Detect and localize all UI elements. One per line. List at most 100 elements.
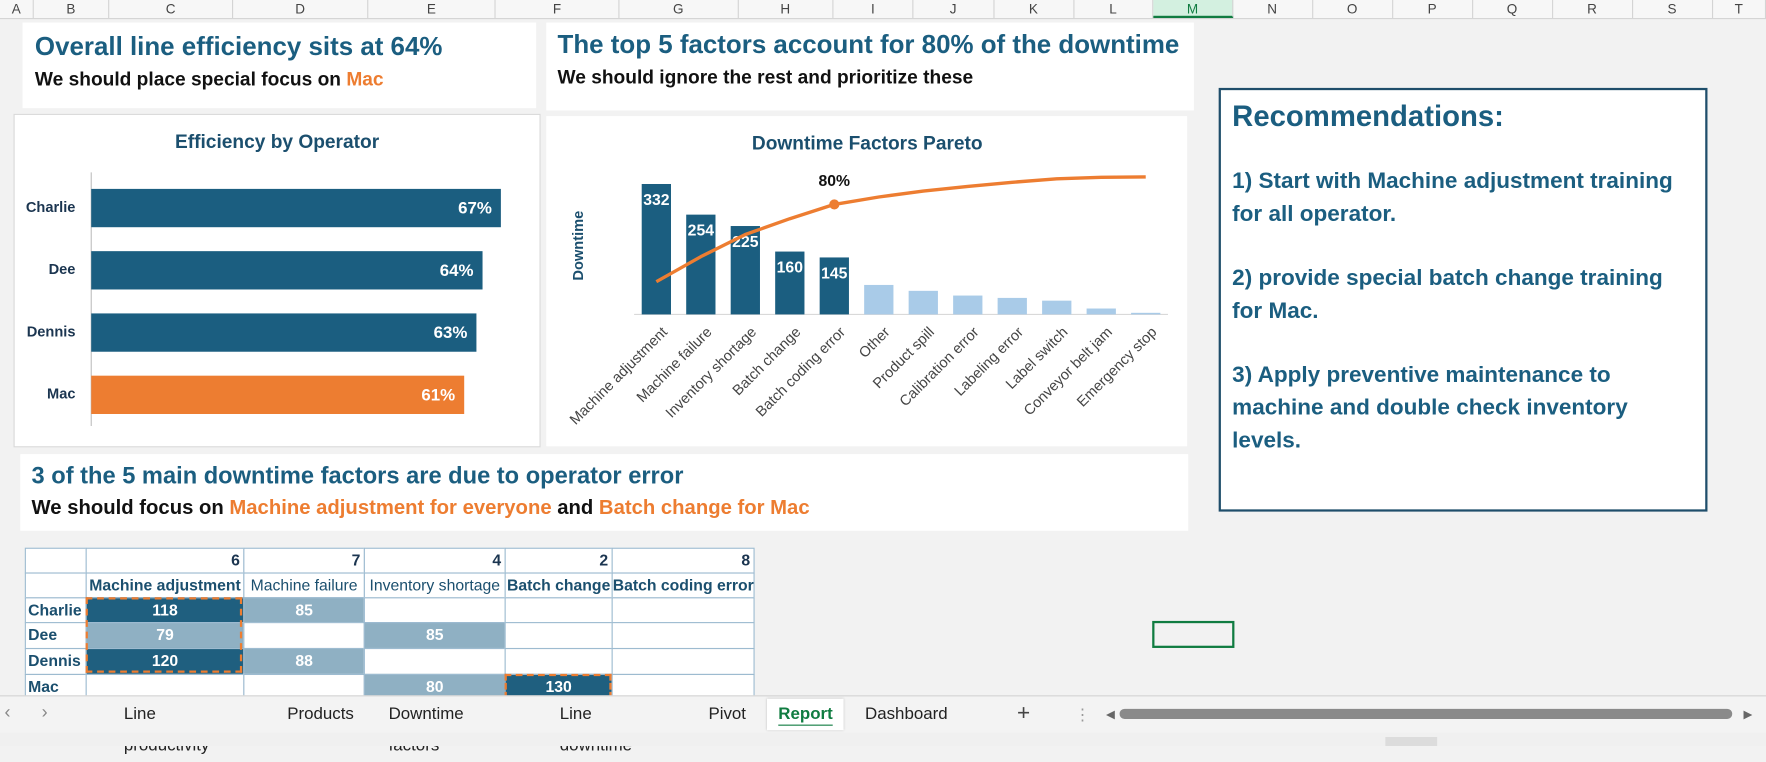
status-bar xyxy=(0,732,1766,747)
column-header: Batch coding error xyxy=(611,572,755,599)
add-sheet[interactable]: + xyxy=(1017,700,1031,726)
matrix-table: 6 7 4 2 8 Machine adjustment Machine failure In… xyxy=(0,0,755,698)
category-label: Calibration error xyxy=(897,324,983,410)
category-label: Emergency stop xyxy=(1074,324,1160,410)
value-label: 332 xyxy=(643,192,670,209)
bar xyxy=(1042,300,1072,315)
column-header: O xyxy=(1313,0,1393,19)
column-header: T xyxy=(1713,0,1766,19)
column-header: P xyxy=(1393,0,1473,19)
box-subtitle: We should focus on Machine adjustment fo… xyxy=(32,496,810,520)
recommendation-item: 2) provide special batch change training… xyxy=(1232,265,1663,324)
table-cell xyxy=(504,647,613,676)
view-normal[interactable] xyxy=(1385,736,1438,747)
scroll-right[interactable]: ▶ xyxy=(1743,708,1753,722)
column-header: N xyxy=(1233,0,1313,19)
box-title: Overall line efficiency sits at 64% xyxy=(34,31,443,61)
bar xyxy=(91,313,477,352)
subtitle-highlight: Machine adjustment for everyone xyxy=(229,495,552,519)
box-subtitle: We should place special focus on Mac xyxy=(35,69,384,92)
selected-cell[interactable] xyxy=(1152,620,1235,648)
column-header: R xyxy=(1553,0,1633,19)
pareto-chart: Downtime Factors Pareto Downtime 332Mach… xyxy=(546,116,1188,447)
column-header: M xyxy=(1153,0,1233,19)
text-box: Overall line efficiency sits at 64% We s… xyxy=(22,22,537,109)
recommendation-item: 1) Start with Machine adjustment trainin… xyxy=(1232,169,1673,227)
chart-title: Efficiency by Operator xyxy=(175,132,380,153)
scroll-left[interactable]: ◀ xyxy=(1106,708,1115,722)
sheet-tab[interactable]: Line downtime xyxy=(559,704,632,755)
column-header: A xyxy=(0,0,34,19)
y-axis-label: Downtime xyxy=(571,211,587,281)
subtitle-highlight: Batch change for Mac xyxy=(598,495,810,519)
recommendations: Recommendations: 1) Start with Machine a… xyxy=(1232,99,1696,489)
bar xyxy=(686,214,716,315)
category-label: Other xyxy=(856,324,893,361)
subtitle-highlight: Mac xyxy=(346,68,384,91)
cumulative-line xyxy=(655,175,1146,284)
box-subtitle: We should ignore the rest and prioritize… xyxy=(557,66,974,88)
table-cell: 80 xyxy=(363,673,506,698)
table-cell: 85 xyxy=(243,597,365,624)
bar xyxy=(908,290,938,315)
bar xyxy=(819,257,849,315)
horizontal-scrollbar[interactable] xyxy=(1119,708,1733,719)
row-header: Charlie xyxy=(24,597,87,624)
bar xyxy=(91,251,483,290)
bar xyxy=(953,295,983,315)
table-cell xyxy=(363,597,506,624)
value-label: 63% xyxy=(434,323,468,342)
column-header: Machine adjustment xyxy=(85,572,245,599)
bar xyxy=(775,251,805,315)
value-label: 225 xyxy=(732,234,759,251)
line-marker xyxy=(829,199,840,210)
box-title: The top 5 factors account for 80% of the… xyxy=(557,29,1180,59)
sheet-tab[interactable]: Downtime factors xyxy=(388,704,464,755)
category-label: Dee xyxy=(49,262,76,278)
scroll-tabs-right[interactable]: › xyxy=(41,703,48,723)
sheet-tab[interactable]: Products xyxy=(287,704,354,724)
column-header: K xyxy=(994,0,1074,19)
sheet-tab[interactable]: Dashboard xyxy=(864,704,948,724)
table-cell xyxy=(363,647,506,676)
table-cell xyxy=(611,673,755,698)
value-label: 64% xyxy=(440,261,474,280)
subtitle-text: We should focus on xyxy=(31,495,230,519)
column-header: D xyxy=(233,0,369,19)
subtitle-text: and xyxy=(551,495,599,519)
table-cell xyxy=(611,622,755,650)
table-cell xyxy=(24,547,87,574)
category-label: Dennis xyxy=(27,324,76,340)
column-header: I xyxy=(833,0,914,19)
column-header: E xyxy=(368,0,496,19)
bar xyxy=(997,297,1027,315)
column-count: 8 xyxy=(611,547,755,574)
table-cell xyxy=(85,673,245,698)
column-header: G xyxy=(619,0,739,19)
column-header: H xyxy=(738,0,834,19)
column-count: 7 xyxy=(243,547,365,574)
column-header: F xyxy=(496,0,620,19)
value-label: 254 xyxy=(688,223,715,240)
row-header: Dennis xyxy=(24,647,87,676)
bar xyxy=(91,188,501,228)
table-cell: 85 xyxy=(363,622,506,650)
scroll-tabs-left[interactable]: ‹ xyxy=(4,703,11,723)
table-cell: 88 xyxy=(243,647,365,676)
efficiency-chart: Efficiency by Operator Charlie 67% Dee 64% D… xyxy=(13,113,541,448)
table-cell xyxy=(504,597,613,624)
sheet-tab[interactable]: Line productivity xyxy=(123,704,209,755)
column-count: 4 xyxy=(363,547,506,574)
recommendations-box: Recommendations: 1) Start with Machine a… xyxy=(1218,87,1708,512)
category-label: Charlie xyxy=(26,200,76,216)
column-header: Batch change xyxy=(504,572,613,599)
row-header: Dee xyxy=(24,622,87,650)
sheet-tab[interactable]: Pivot xyxy=(708,704,747,724)
column-header: Inventory shortage xyxy=(363,572,506,599)
sheet-tab[interactable]: Report xyxy=(767,698,844,731)
box-title: 3 of the 5 main downtime factors are due… xyxy=(31,463,684,490)
column-header: J xyxy=(913,0,994,19)
tab-splitter[interactable]: ⋮ xyxy=(1074,705,1091,724)
highlight-outline xyxy=(85,597,243,673)
